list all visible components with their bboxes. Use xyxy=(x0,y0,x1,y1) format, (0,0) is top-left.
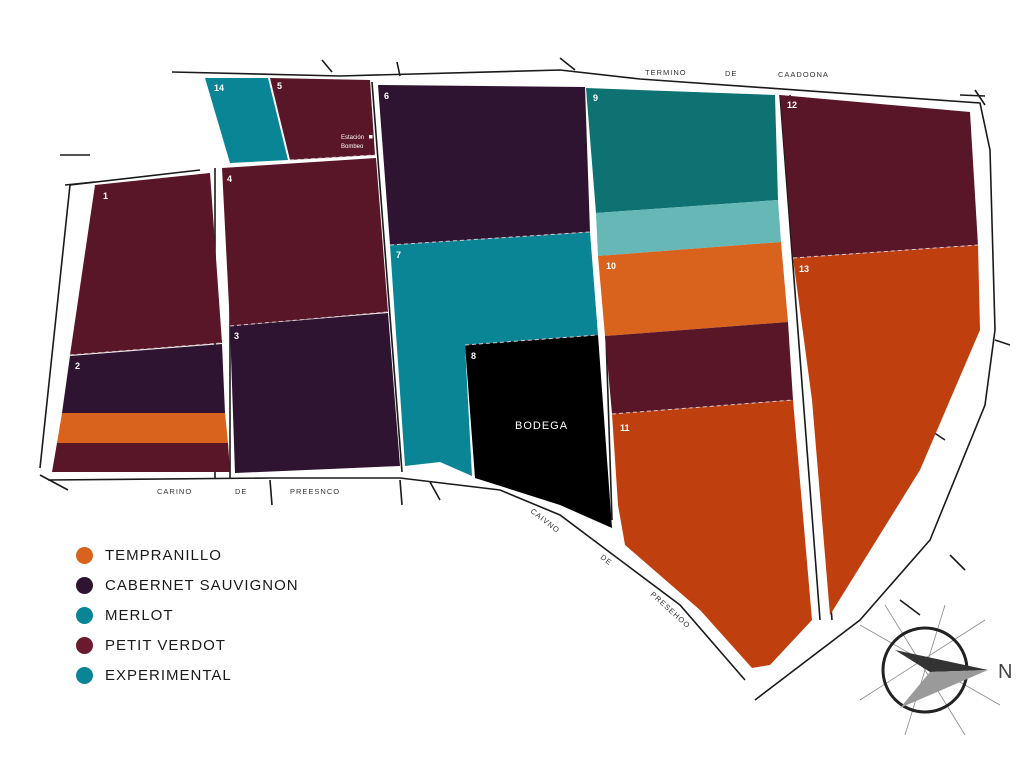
plot-10[interactable]: 10 xyxy=(598,242,788,336)
plot-14-area xyxy=(205,78,288,163)
legend: TEMPRANILLO CABERNET SAUVIGNON MERLOT PETIT… xyxy=(76,540,299,690)
legend-label: CABERNET SAUVIGNON xyxy=(105,576,299,594)
plot-12-area xyxy=(780,95,978,258)
plot-11-number: 11 xyxy=(620,423,630,433)
plot-13-number: 13 xyxy=(799,264,809,274)
legend-item: MERLOT xyxy=(76,600,299,630)
plot-9-area xyxy=(586,88,778,213)
legend-label: PETIT VERDOT xyxy=(105,636,226,654)
plot-11-petit-verdot xyxy=(605,322,793,414)
plot-12-number: 12 xyxy=(787,100,797,110)
station-label-line2: Bombeo xyxy=(341,144,364,150)
bodega-label: BODEGA xyxy=(515,420,568,432)
street-bottom-left: CARINO DE PREESNCO xyxy=(157,487,340,496)
station-label-line1: Estación xyxy=(341,135,364,141)
street-bottom-word-3: PREESNCO xyxy=(290,487,340,496)
compass-north-label: N xyxy=(998,661,1012,683)
bodega-area xyxy=(465,335,612,528)
plot-1-number: 1 xyxy=(103,191,108,201)
plot-7[interactable]: 7 xyxy=(390,232,598,476)
compass-needle-dark xyxy=(895,650,988,672)
legend-swatch xyxy=(76,636,93,654)
legend-label: TEMPRANILLO xyxy=(105,546,222,564)
legend-item: CABERNET SAUVIGNON xyxy=(76,570,299,600)
legend-item: TEMPRANILLO xyxy=(76,540,299,570)
plot-5-area xyxy=(270,78,375,160)
plot-11-tempranillo xyxy=(612,400,812,668)
legend-item: PETIT VERDOT xyxy=(76,630,299,660)
plot-4-number: 4 xyxy=(227,174,232,184)
plot-12[interactable]: 12 xyxy=(780,95,978,258)
plot-4-area xyxy=(222,158,388,326)
legend-swatch xyxy=(76,666,93,684)
plot-2-petit-verdot xyxy=(52,443,230,472)
plot-10-number: 10 xyxy=(606,261,616,271)
plot-9-light-strip xyxy=(596,200,781,256)
plot-7-area xyxy=(390,232,598,476)
street-bottom-word-1: CARINO xyxy=(157,487,192,496)
plot-1-area xyxy=(70,173,222,355)
plot-5-number: 5 xyxy=(277,81,282,91)
street-bottom-word-2: DE xyxy=(235,487,247,496)
plot-2-cabernet xyxy=(62,344,225,413)
legend-item: EXPERIMENTAL xyxy=(76,660,299,690)
plot-14-number: 14 xyxy=(214,83,224,93)
legend-swatch xyxy=(76,546,93,564)
plot-5[interactable]: 5 Estación Bombeo xyxy=(270,78,375,160)
plot-6-area xyxy=(378,85,590,245)
plot-14[interactable]: 14 xyxy=(205,78,288,163)
plot-2-tempranillo xyxy=(57,413,228,443)
plot-3-number: 3 xyxy=(234,331,239,341)
compass-needle-light xyxy=(900,670,988,708)
plot-7-number: 7 xyxy=(396,250,401,260)
plot-4[interactable]: 4 xyxy=(222,158,388,326)
plot-9[interactable]: 9 xyxy=(586,88,781,256)
legend-swatch xyxy=(76,576,93,594)
plot-9-number: 9 xyxy=(593,93,598,103)
plot-13-area xyxy=(793,245,980,615)
plot-dividers xyxy=(69,154,979,415)
plot-10-area xyxy=(598,242,788,336)
legend-label: MERLOT xyxy=(105,606,174,624)
street-top-word-3: CAADOONA xyxy=(778,70,829,79)
compass-ray-4 xyxy=(904,604,946,736)
street-top-word-2: DE xyxy=(725,69,737,78)
plot-6[interactable]: 6 xyxy=(378,85,590,245)
plot-8-bodega[interactable]: 8 BODEGA xyxy=(465,335,612,528)
plot-2-number: 2 xyxy=(75,361,80,371)
legend-swatch xyxy=(76,606,93,624)
plot-3-area xyxy=(230,313,400,473)
plot-13[interactable]: 13 xyxy=(793,245,980,615)
plot-6-number: 6 xyxy=(384,91,389,101)
plot-11[interactable]: 11 xyxy=(605,322,812,668)
station-marker xyxy=(369,135,373,139)
legend-label: EXPERIMENTAL xyxy=(105,666,232,684)
street-diag-word-1: CAIVNO xyxy=(529,506,562,534)
street-top: TERMINO DE CAADOONA xyxy=(645,68,829,79)
plot-2[interactable]: 2 xyxy=(52,344,230,472)
plot-3[interactable]: 3 xyxy=(230,313,400,473)
plot-8-number: 8 xyxy=(471,351,476,361)
street-top-word-1: TERMINO xyxy=(645,68,687,77)
plot-1[interactable]: 1 xyxy=(70,173,222,355)
compass: N xyxy=(859,604,1012,736)
